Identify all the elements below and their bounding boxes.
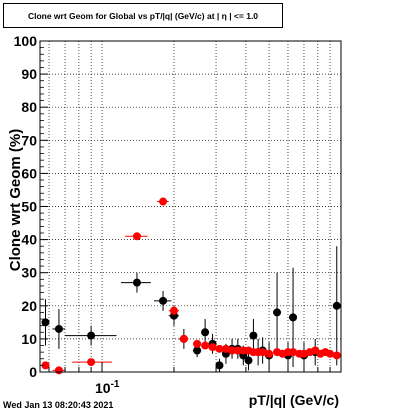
data-point xyxy=(332,351,341,360)
data-point xyxy=(41,318,50,327)
data-point xyxy=(289,348,298,357)
grid-lines xyxy=(40,41,342,372)
data-point xyxy=(179,334,188,343)
y-tick-label: 30 xyxy=(21,265,37,281)
data-point xyxy=(228,346,237,355)
x-tick-exponent: -1 xyxy=(111,379,120,390)
data-point xyxy=(87,358,96,367)
data-point xyxy=(332,301,341,310)
x-tick-label: 10-1 xyxy=(95,379,120,396)
data-point xyxy=(87,331,96,340)
data-point xyxy=(54,324,63,333)
y-tick-label: 0 xyxy=(29,364,37,380)
data-point xyxy=(169,306,178,315)
data-point xyxy=(159,197,168,206)
series-layer xyxy=(41,197,341,375)
y-tick-label: 60 xyxy=(21,165,37,181)
x-axis-label: pT/|q| (GeV/c) xyxy=(249,392,339,408)
data-point xyxy=(54,366,63,375)
data-point xyxy=(193,339,202,348)
y-tick-label: 50 xyxy=(21,199,37,215)
data-point xyxy=(132,278,141,287)
data-point xyxy=(273,308,282,317)
title-box: Clone wrt Geom for Global vs pT/|q| (GeV… xyxy=(3,3,283,28)
y-tick-label: 70 xyxy=(21,132,37,148)
data-point xyxy=(265,349,274,358)
chart-title: Clone wrt Geom for Global vs pT/|q| (GeV… xyxy=(27,10,259,21)
y-tick-label: 100 xyxy=(14,33,38,49)
y-tick-label: 80 xyxy=(21,99,37,115)
data-point xyxy=(326,349,335,358)
y-tick-label: 40 xyxy=(21,232,37,248)
data-point xyxy=(215,361,224,370)
data-point xyxy=(193,346,202,355)
data-point xyxy=(258,348,267,357)
data-point xyxy=(201,341,210,350)
data-point xyxy=(249,331,258,340)
data-point xyxy=(208,343,217,352)
axis-ticks: 0 10 20 30 40 50 60 70 80 90 100 xyxy=(14,33,342,380)
y-tick-label: 90 xyxy=(21,66,37,82)
y-tick-label: 20 xyxy=(21,298,37,314)
y-tick-label: 10 xyxy=(21,331,37,347)
timestamp: Wed Jan 13 08:20:43 2021 xyxy=(3,400,114,410)
data-point xyxy=(41,361,50,370)
series-1 xyxy=(41,197,341,375)
data-point xyxy=(221,344,230,353)
data-point xyxy=(132,232,141,241)
data-point xyxy=(215,344,224,353)
y-axis-label: Clone wrt Geom (%) xyxy=(7,129,24,272)
data-point xyxy=(244,356,253,365)
x-tick-base: 10 xyxy=(95,380,111,396)
data-point xyxy=(201,328,210,337)
data-point xyxy=(289,313,298,322)
data-point xyxy=(159,296,168,305)
